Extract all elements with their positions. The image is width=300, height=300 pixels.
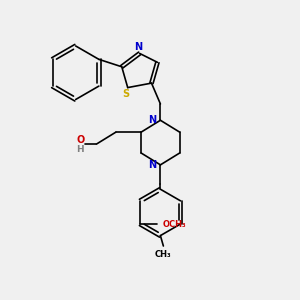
Text: O: O <box>76 135 84 145</box>
Text: N: N <box>148 115 156 125</box>
Text: H: H <box>76 145 84 154</box>
Text: N: N <box>148 160 156 170</box>
Text: N: N <box>134 42 142 52</box>
Text: OCH₃: OCH₃ <box>163 220 186 229</box>
Text: S: S <box>123 89 130 99</box>
Text: CH₃: CH₃ <box>155 250 172 260</box>
